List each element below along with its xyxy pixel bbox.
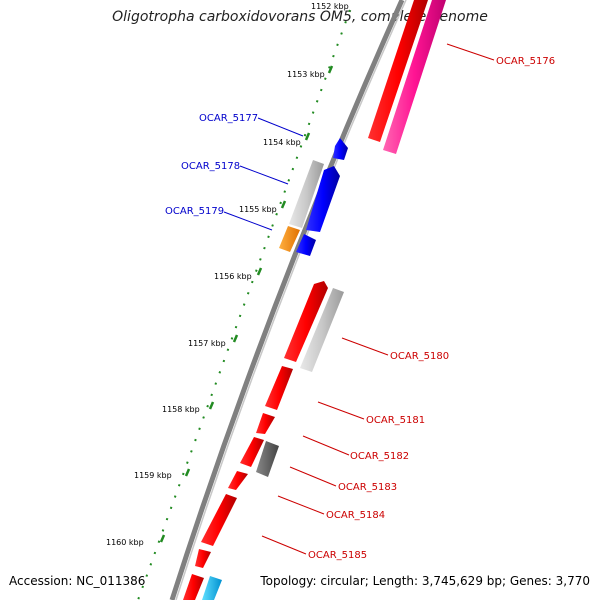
ruler-label: 1159 kbp: [134, 471, 172, 480]
gene-arrow[interactable]: [284, 281, 328, 362]
gene-cyan-arrow[interactable]: [202, 576, 222, 600]
gene-arrow[interactable]: [195, 549, 211, 568]
gene-label-ocar-5181[interactable]: OCAR_5181: [366, 415, 425, 426]
leader-line: [302, 435, 350, 456]
gene-ocar-5180-gray[interactable]: [300, 288, 344, 372]
leader-line: [317, 401, 365, 420]
ruler-tick: [159, 534, 166, 543]
leader-line: [277, 495, 325, 515]
gene-label-ocar-5185[interactable]: OCAR_5185: [308, 550, 367, 561]
gene-label-ocar-5184[interactable]: OCAR_5184: [326, 510, 385, 521]
ruler-tick: [280, 200, 287, 209]
genome-backbone-shadow: [175, 0, 407, 600]
genome-summary-text: Topology: circular; Length: 3,745,629 bp…: [260, 574, 590, 588]
leader-line: [239, 165, 289, 185]
gene-label-ocar-5180[interactable]: OCAR_5180: [390, 351, 449, 362]
gene-ocar-5183-dark[interactable]: [256, 441, 279, 477]
ruler-tick: [232, 334, 239, 343]
ruler-tick: [304, 132, 311, 141]
gene-arrow[interactable]: [183, 574, 204, 600]
leader-line: [446, 43, 495, 61]
ruler-dotted-line: [137, 9, 351, 600]
gene-ocar-5179-arrow[interactable]: [296, 234, 316, 256]
gene-ocar-5177-arrow[interactable]: [333, 138, 348, 160]
gene-label-ocar-5183[interactable]: OCAR_5183: [338, 482, 397, 493]
ruler-tick: [208, 401, 215, 410]
gene-label-ocar-5179[interactable]: OCAR_5179: [165, 206, 224, 217]
gene-label-ocar-5182[interactable]: OCAR_5182: [350, 451, 409, 462]
gene-arrow[interactable]: [228, 471, 248, 490]
gene-label-ocar-5176[interactable]: OCAR_5176: [496, 56, 555, 67]
ruler-tick: [327, 65, 334, 74]
genome-backbone: [169, 0, 405, 600]
ruler-label: 1155 kbp: [239, 205, 277, 214]
gene-arrow[interactable]: [256, 413, 275, 434]
gene-arrow[interactable]: [240, 437, 264, 467]
gene-magenta-arrow[interactable]: [383, 0, 446, 154]
ruler-label: 1153 kbp: [287, 70, 325, 79]
gene-ocar-5178-arrow[interactable]: [306, 166, 340, 232]
gene-ocar-5178-gray[interactable]: [289, 160, 324, 228]
ruler-ticks: [159, 65, 334, 543]
leader-line: [261, 535, 307, 555]
ruler-label: 1154 kbp: [263, 138, 301, 147]
leader-line: [257, 117, 304, 137]
gene-arrow[interactable]: [201, 494, 237, 546]
ruler-label: 1160 kbp: [106, 538, 144, 547]
ruler-label: 1152 kbp: [311, 2, 349, 11]
leader-line: [223, 211, 273, 231]
leader-line: [289, 466, 337, 487]
ruler-label: 1157 kbp: [188, 339, 226, 348]
gene-arrow[interactable]: [265, 366, 293, 410]
leader-lines: [223, 43, 495, 555]
gene-label-ocar-5178[interactable]: OCAR_5178: [181, 161, 240, 172]
ruler-tick: [184, 468, 191, 477]
ruler-label: 1156 kbp: [214, 272, 252, 281]
gene-ocar-5179-orange[interactable]: [279, 226, 300, 252]
gene-label-ocar-5177[interactable]: OCAR_5177: [199, 113, 258, 124]
accession-text: Accession: NC_011386: [9, 574, 146, 588]
ruler-tick: [256, 267, 263, 276]
leader-line: [341, 337, 389, 356]
gene-ocar-5176-arrow[interactable]: [368, 0, 428, 142]
ruler-label: 1158 kbp: [162, 405, 200, 414]
